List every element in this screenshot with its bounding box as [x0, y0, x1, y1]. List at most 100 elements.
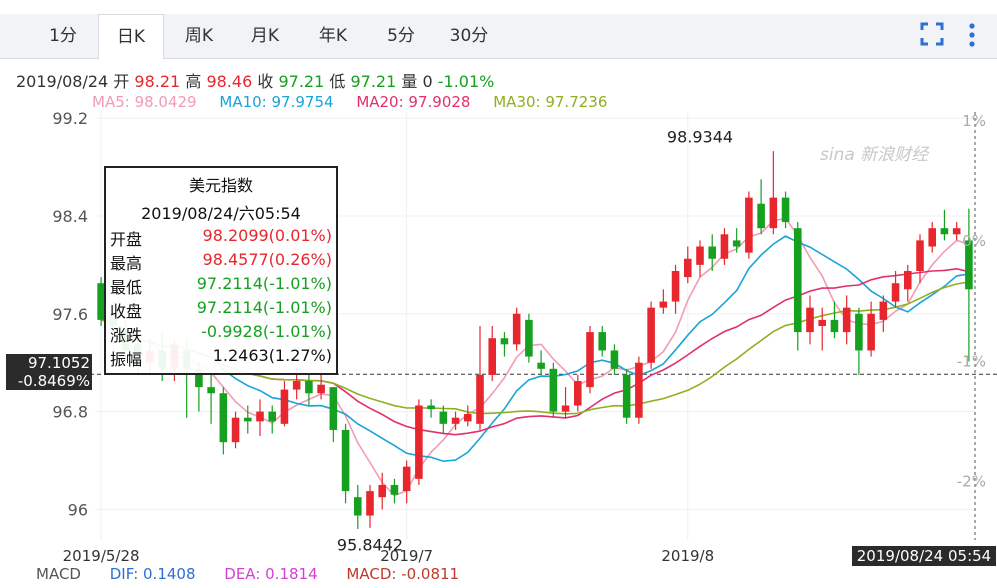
tooltip-change-value: -0.9928(-1.01%): [201, 322, 332, 341]
candle-body: [610, 350, 619, 369]
candle-body: [366, 491, 374, 516]
candle-body: [842, 307, 851, 333]
candle-body: [561, 405, 570, 412]
info-date: 2019/08/24: [16, 72, 109, 91]
tooltip-open-label: 开盘: [110, 230, 143, 249]
sina-watermark: sina 新浪财经: [820, 145, 930, 165]
candle-body: [855, 313, 863, 351]
volume-label: 量: [401, 72, 418, 91]
tab-yearly-k[interactable]: 年K: [318, 26, 348, 46]
candle-body: [525, 319, 533, 357]
candle-body: [586, 332, 594, 388]
tab-weekly-k[interactable]: 周K: [184, 26, 214, 46]
candle-body: [891, 283, 900, 302]
candle-body: [745, 197, 753, 253]
candle-body: [243, 417, 252, 422]
candle-body: [879, 301, 888, 320]
tooltip-amplitude-value: 1.2463(1.27%): [212, 346, 332, 365]
x-tick-label: 2019/5/28: [63, 547, 140, 565]
macd-value: MACD: -0.0811: [346, 565, 460, 583]
candle-body: [683, 258, 692, 278]
candle-body: [415, 405, 423, 479]
candle-body: [219, 393, 228, 443]
candle-body: [439, 411, 448, 424]
tooltip-low-label: 最低: [110, 278, 143, 297]
macd-dea: DEA: 0.1814: [224, 565, 318, 583]
candle-body: [757, 203, 765, 229]
candle-body: [353, 497, 362, 516]
candle-body: [622, 374, 631, 418]
tab-5min[interactable]: 5分: [387, 26, 415, 46]
close-value: 97.21: [278, 72, 325, 91]
candle-body: [512, 313, 521, 345]
candle-body: [671, 270, 680, 302]
y-tick-label: 96: [68, 500, 88, 519]
ma5-line: [100, 217, 970, 497]
crosshair-date: 2019/08/24 05:54: [852, 546, 996, 566]
x-tick-label: 2019/8: [661, 547, 714, 565]
candle-body: [830, 319, 839, 333]
candle-body: [940, 228, 949, 235]
low-value: 97.21: [350, 72, 397, 91]
x-tick-label: 2019/7: [380, 547, 433, 565]
candle-body: [207, 387, 215, 394]
candle-body: [647, 307, 655, 363]
candle-body: [732, 240, 741, 247]
candle-body: [317, 384, 325, 394]
tab-1min[interactable]: 1分: [49, 26, 77, 46]
right-tick-label: -1%: [957, 352, 986, 370]
right-tick-label: 1%: [962, 112, 986, 130]
y-tick-label: 97.6: [52, 305, 88, 324]
macd-dif: DIF: 0.1408: [109, 565, 196, 583]
ma10-label: MA10: 97.9754: [219, 93, 334, 111]
tab-daily-k[interactable]: 日K: [98, 14, 164, 60]
ma5-label: MA5: 98.0429: [92, 93, 197, 111]
candle-body: [500, 338, 509, 345]
candle-body: [97, 283, 105, 320]
close-label: 收: [257, 72, 274, 91]
candle-body: [696, 246, 704, 265]
candle-body: [867, 313, 875, 351]
candle-body: [256, 411, 264, 422]
tooltip-close-value: 97.2114(-1.01%): [196, 298, 332, 317]
ma10-line: [100, 235, 970, 463]
ohlc-info-line: 2019/08/24 开 98.21 高 98.46 收 97.21 低 97.…: [16, 68, 494, 92]
candle-body: [292, 381, 301, 390]
candle-body: [537, 362, 545, 369]
fullscreen-icon[interactable]: [920, 22, 944, 46]
open-label: 开: [113, 72, 130, 91]
more-vertical-icon[interactable]: [966, 22, 978, 48]
candle-body: [659, 301, 668, 308]
right-tick-label: -2%: [957, 472, 986, 490]
y-tick-label: 96.8: [52, 403, 88, 422]
high-value: 98.46: [206, 72, 253, 91]
candle-body: [928, 228, 937, 247]
change-value: -1.01%: [437, 72, 495, 91]
candle-body: [329, 387, 338, 430]
candle-body: [280, 389, 289, 424]
candle-body: [451, 417, 460, 424]
macd-title: MACD: [36, 565, 81, 583]
crosshair-price-box: 97.1052 -0.8469%: [6, 354, 92, 390]
candle-body: [781, 197, 790, 223]
candle-body: [573, 381, 582, 406]
open-value: 98.21: [134, 72, 181, 91]
candle-body: [720, 234, 729, 259]
candle-body: [488, 338, 497, 375]
candle-body: [268, 411, 277, 422]
tab-monthly-k[interactable]: 月K: [250, 26, 280, 46]
candle-body: [390, 484, 399, 495]
right-tick-label: 0%: [962, 232, 986, 250]
max-price-label: 98.9344: [667, 128, 733, 147]
tab-30min[interactable]: 30分: [449, 26, 489, 46]
candle-body: [793, 228, 802, 333]
macd-legend: MACD DIF: 0.1408 DEA: 0.1814 MACD: -0.08…: [36, 565, 483, 583]
candle-body: [903, 270, 912, 290]
tooltip-amplitude-label: 振幅: [110, 350, 143, 369]
candle-body: [952, 228, 961, 235]
tooltip-datetime: 2019/08/24/六05:54: [141, 204, 301, 223]
candle-body: [463, 414, 472, 422]
low-label: 低: [329, 72, 346, 91]
min-price-label: 95.8442: [337, 535, 403, 554]
